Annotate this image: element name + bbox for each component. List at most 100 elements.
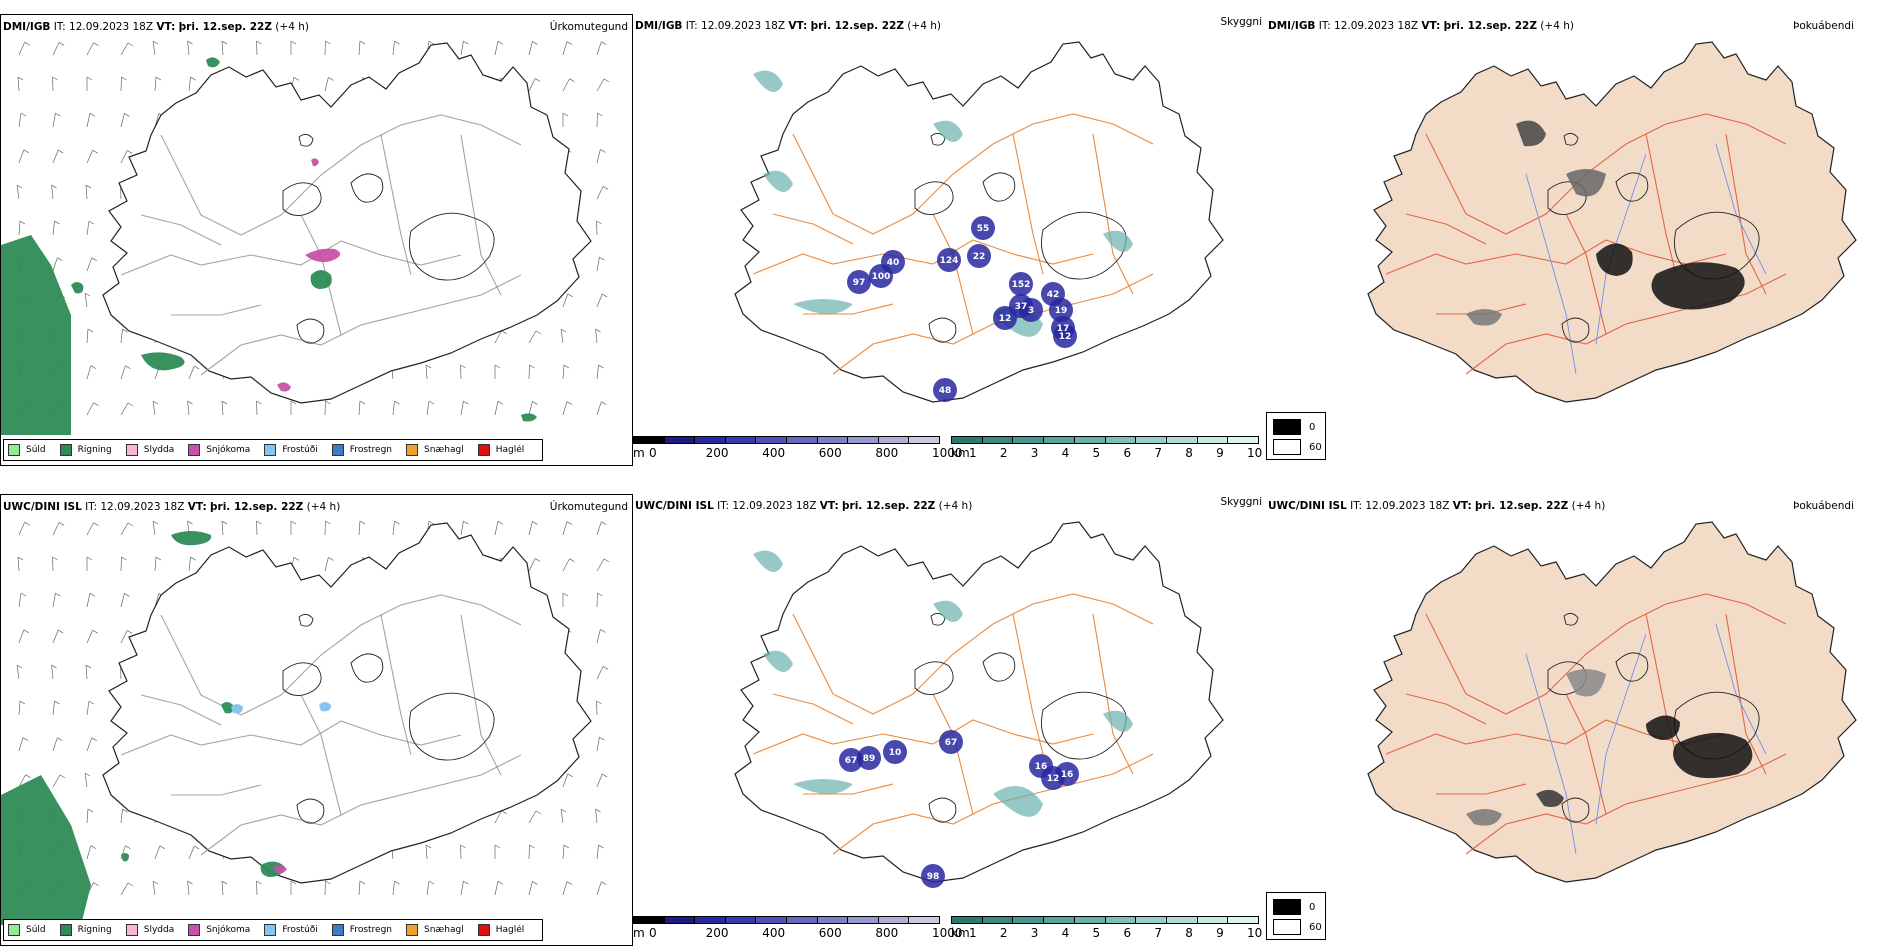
river-line bbox=[1715, 143, 1767, 275]
wind-barb bbox=[359, 880, 366, 885]
wind-barb bbox=[460, 881, 464, 896]
wind-barb bbox=[392, 41, 395, 56]
scale-segment bbox=[1105, 437, 1137, 443]
wind-barb bbox=[601, 881, 607, 885]
wind-barb bbox=[51, 665, 54, 680]
wind-barb bbox=[190, 556, 196, 561]
wind-barb bbox=[18, 593, 22, 608]
wind-barb bbox=[532, 41, 538, 45]
scale-tick-label: 2 bbox=[999, 446, 1008, 460]
wind-barb bbox=[120, 42, 129, 56]
rain-area bbox=[141, 352, 185, 371]
low-visibility-area bbox=[1103, 230, 1133, 252]
legend-label: Haglél bbox=[495, 445, 525, 455]
wind-barb bbox=[86, 221, 90, 236]
wind-barb bbox=[394, 520, 400, 525]
wind-barb bbox=[127, 42, 134, 47]
road-line bbox=[460, 134, 502, 296]
wind-barb bbox=[52, 522, 60, 536]
fog-index-area bbox=[1466, 809, 1502, 826]
wind-barb bbox=[596, 365, 599, 380]
wind-barb bbox=[497, 881, 504, 885]
wind-barb bbox=[560, 329, 564, 344]
wind-barb bbox=[529, 844, 535, 849]
fog-index-area bbox=[1516, 120, 1546, 147]
snow-area bbox=[305, 248, 341, 263]
legend-swatch bbox=[188, 924, 201, 936]
fog-legend-swatch bbox=[1273, 439, 1301, 455]
it-label: IT: bbox=[53, 21, 66, 33]
fog-legend-value: 60 bbox=[1309, 921, 1322, 933]
wind-barb bbox=[392, 521, 395, 536]
panel-title: Þokuábendi bbox=[1793, 20, 1854, 32]
cloud-base-label: 67 bbox=[945, 738, 958, 748]
snow-area bbox=[277, 382, 291, 392]
wind-barb bbox=[18, 522, 26, 536]
scale-tick-label: 6 bbox=[1123, 926, 1132, 940]
wind-barb bbox=[152, 40, 159, 45]
legend-label: Haglél bbox=[495, 925, 525, 935]
fog-legend-value: 0 bbox=[1309, 421, 1316, 433]
road-line bbox=[832, 753, 1154, 855]
iceland-coastline bbox=[1367, 41, 1857, 403]
scale-tick-label: 7 bbox=[1154, 926, 1162, 940]
legend-label: Súld bbox=[26, 445, 46, 455]
scale-unit-label: m bbox=[633, 446, 645, 460]
wind-barb bbox=[16, 185, 20, 200]
lead-time: (+4 h) bbox=[306, 501, 341, 513]
scale-segment bbox=[725, 917, 757, 923]
legend-item: Haglél bbox=[477, 924, 525, 936]
cloud-base-label: 67 bbox=[845, 756, 858, 766]
legend-label: Frostregn bbox=[349, 925, 393, 935]
cloud-base-label: 89 bbox=[863, 754, 876, 764]
legend-label: Snjókoma bbox=[206, 445, 251, 455]
wind-barb bbox=[86, 630, 94, 644]
road-line bbox=[140, 694, 222, 726]
cloud-base-label: 48 bbox=[939, 386, 952, 396]
wind-barb bbox=[187, 400, 193, 405]
wind-barb bbox=[58, 522, 65, 526]
wind-barb bbox=[328, 557, 334, 561]
wind-barb bbox=[120, 522, 129, 536]
wind-barb bbox=[460, 401, 464, 416]
cloud-base-label: 19 bbox=[1055, 306, 1068, 316]
fog-index-area bbox=[1673, 732, 1753, 779]
low-cloud-core bbox=[971, 216, 995, 240]
wind-barb bbox=[19, 220, 26, 225]
vt-time: þri. 12.sep. 22Z bbox=[810, 20, 904, 32]
wind-barb bbox=[19, 700, 26, 705]
scale-segment bbox=[1228, 437, 1259, 443]
wind-barb bbox=[596, 629, 601, 644]
wind-barb bbox=[188, 365, 195, 380]
wind-barb bbox=[602, 293, 608, 298]
scale-segment bbox=[786, 437, 818, 443]
wind-barb bbox=[22, 737, 29, 741]
cloud-base-height-scale: m 0 200 400 600 800 1000 bbox=[633, 436, 963, 466]
legend-swatch bbox=[125, 444, 138, 456]
wind-barb bbox=[463, 880, 469, 885]
lead-time: (+4 h) bbox=[938, 500, 973, 512]
wind-barb bbox=[562, 845, 565, 860]
wind-barb bbox=[58, 149, 64, 154]
wind-barb bbox=[86, 365, 92, 380]
scale-tick-label: 200 bbox=[705, 926, 729, 940]
road-line bbox=[300, 694, 342, 816]
low-visibility-area bbox=[753, 550, 783, 572]
scale-tick-label: 800 bbox=[875, 926, 899, 940]
wind-barb bbox=[120, 630, 128, 644]
wind-barb bbox=[497, 41, 504, 45]
scale-segment bbox=[634, 917, 665, 923]
wind-barb bbox=[290, 400, 297, 405]
scale-segment bbox=[817, 917, 849, 923]
legend-item: Frostregn bbox=[331, 444, 392, 456]
wind-barb bbox=[601, 401, 607, 405]
fog-map bbox=[1367, 41, 1857, 403]
road-line bbox=[1425, 593, 1787, 715]
glacier-outline bbox=[1041, 211, 1127, 280]
cloud-base-label: 40 bbox=[887, 258, 900, 268]
wind-barb bbox=[152, 400, 159, 405]
panel-title: Þokuábendi bbox=[1793, 500, 1854, 512]
it-time: 12.09.2023 18Z bbox=[69, 21, 154, 33]
wind-barb bbox=[152, 880, 159, 885]
wind-barb bbox=[599, 256, 605, 261]
